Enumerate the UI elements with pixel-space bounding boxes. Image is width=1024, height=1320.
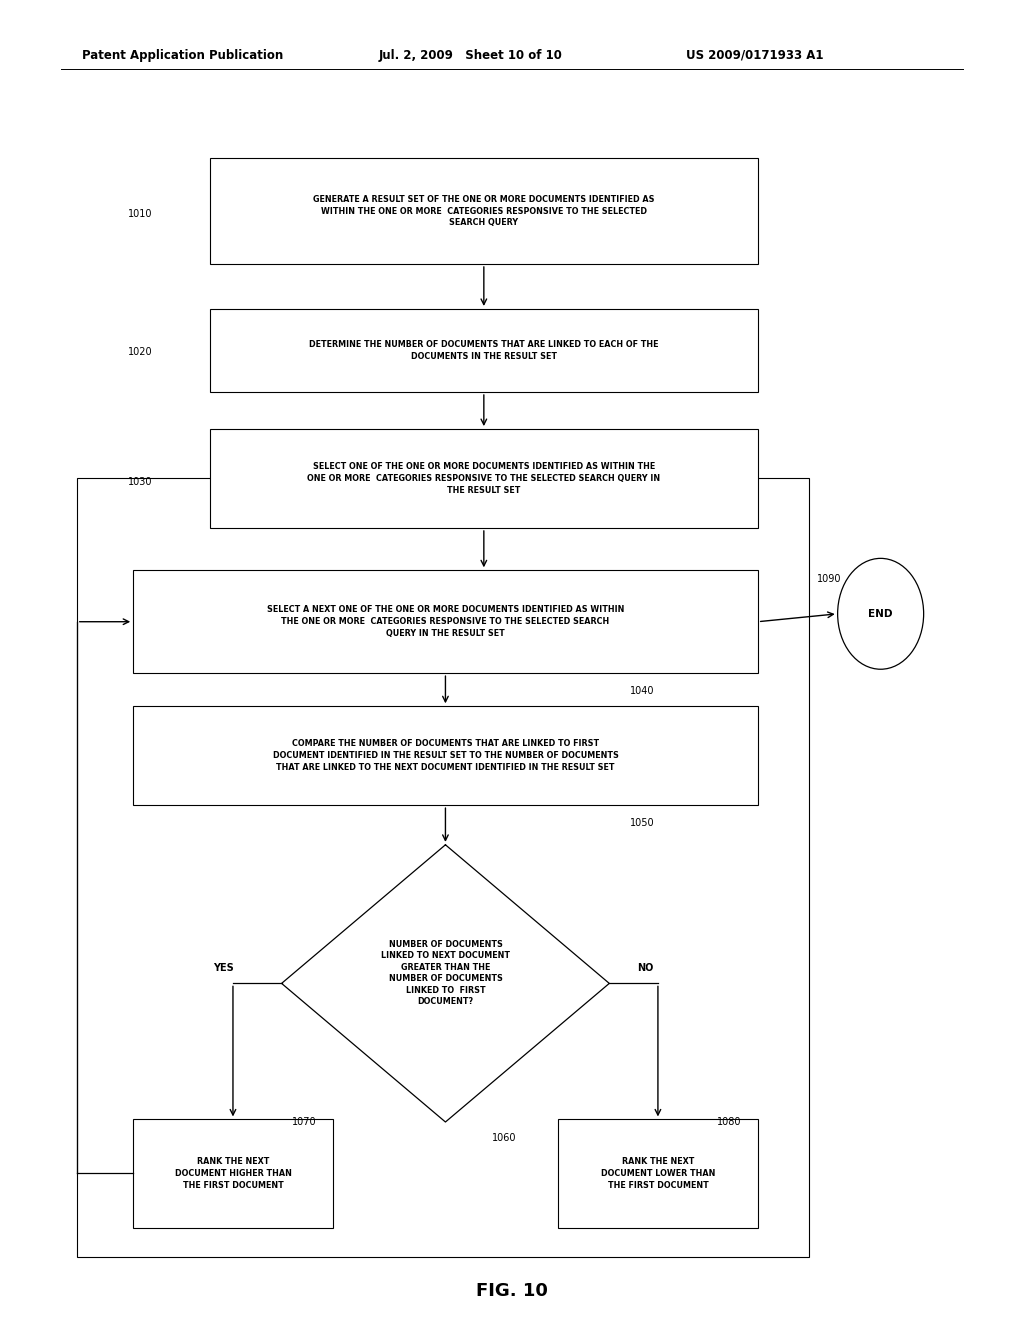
Text: Jul. 2, 2009   Sheet 10 of 10: Jul. 2, 2009 Sheet 10 of 10 bbox=[379, 49, 563, 62]
Text: 1080: 1080 bbox=[717, 1117, 741, 1127]
Text: GENERATE A RESULT SET OF THE ONE OR MORE DOCUMENTS IDENTIFIED AS
WITHIN THE ONE : GENERATE A RESULT SET OF THE ONE OR MORE… bbox=[313, 195, 654, 227]
Bar bbox=[133, 1119, 333, 1228]
Text: 1030: 1030 bbox=[128, 477, 153, 487]
Bar bbox=[210, 429, 758, 528]
Bar bbox=[133, 570, 758, 673]
Text: 1050: 1050 bbox=[630, 818, 654, 829]
Text: US 2009/0171933 A1: US 2009/0171933 A1 bbox=[686, 49, 823, 62]
Text: RANK THE NEXT
DOCUMENT HIGHER THAN
THE FIRST DOCUMENT: RANK THE NEXT DOCUMENT HIGHER THAN THE F… bbox=[174, 1158, 292, 1189]
Bar bbox=[133, 706, 758, 805]
Text: 1020: 1020 bbox=[128, 347, 153, 358]
Bar bbox=[77, 478, 809, 1257]
Text: SELECT ONE OF THE ONE OR MORE DOCUMENTS IDENTIFIED AS WITHIN THE
ONE OR MORE  CA: SELECT ONE OF THE ONE OR MORE DOCUMENTS … bbox=[307, 462, 660, 495]
Text: NUMBER OF DOCUMENTS
LINKED TO NEXT DOCUMENT
GREATER THAN THE
NUMBER OF DOCUMENTS: NUMBER OF DOCUMENTS LINKED TO NEXT DOCUM… bbox=[381, 940, 510, 1006]
Text: SELECT A NEXT ONE OF THE ONE OR MORE DOCUMENTS IDENTIFIED AS WITHIN
THE ONE OR M: SELECT A NEXT ONE OF THE ONE OR MORE DOC… bbox=[267, 606, 624, 638]
Text: NO: NO bbox=[637, 962, 653, 973]
Bar bbox=[210, 309, 758, 392]
Text: COMPARE THE NUMBER OF DOCUMENTS THAT ARE LINKED TO FIRST
DOCUMENT IDENTIFIED IN : COMPARE THE NUMBER OF DOCUMENTS THAT ARE… bbox=[272, 739, 618, 772]
Text: 1090: 1090 bbox=[817, 574, 842, 585]
Text: YES: YES bbox=[213, 962, 233, 973]
Text: FIG. 10: FIG. 10 bbox=[476, 1282, 548, 1300]
Text: 1040: 1040 bbox=[630, 686, 654, 697]
Bar bbox=[558, 1119, 758, 1228]
Bar bbox=[210, 158, 758, 264]
Text: DETERMINE THE NUMBER OF DOCUMENTS THAT ARE LINKED TO EACH OF THE
DOCUMENTS IN TH: DETERMINE THE NUMBER OF DOCUMENTS THAT A… bbox=[309, 341, 658, 360]
Text: RANK THE NEXT
DOCUMENT LOWER THAN
THE FIRST DOCUMENT: RANK THE NEXT DOCUMENT LOWER THAN THE FI… bbox=[601, 1158, 715, 1189]
Text: 1060: 1060 bbox=[492, 1133, 516, 1143]
Text: Patent Application Publication: Patent Application Publication bbox=[82, 49, 284, 62]
Text: END: END bbox=[868, 609, 893, 619]
Text: 1070: 1070 bbox=[292, 1117, 316, 1127]
Text: 1010: 1010 bbox=[128, 209, 153, 219]
